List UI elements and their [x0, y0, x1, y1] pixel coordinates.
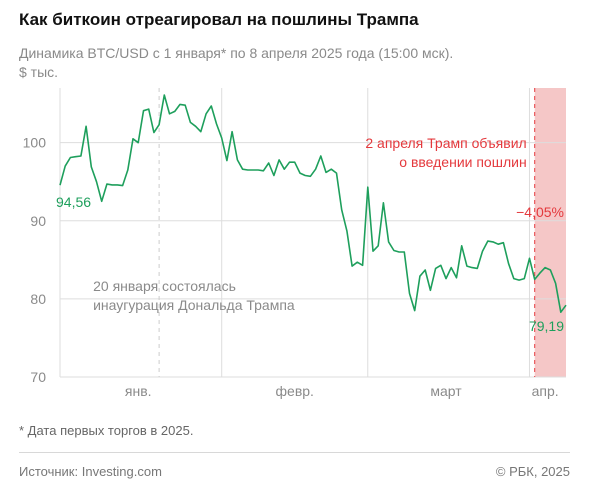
chart-title: Как биткоин отреагировал на пошлины Трам… — [19, 10, 419, 29]
footnote: * Дата первых торгов в 2025. — [19, 423, 194, 438]
y-tick-label: 90 — [30, 213, 46, 229]
x-tick-label: март — [430, 383, 462, 399]
end-value-label: 79,19 — [529, 318, 564, 334]
tariff-highlight-band — [534, 88, 566, 377]
inauguration-annotation-line1: 20 января состоялась — [93, 278, 236, 294]
tariff-annotation-line2: о введении пошлин — [399, 154, 526, 170]
chart-subtitle: Динамика BTC/USD с 1 января* по 8 апреля… — [19, 44, 453, 82]
tariff-annotation-line1: 2 апреля Трамп объявил — [365, 135, 526, 151]
btc-price-line — [59, 94, 567, 314]
x-tick-label: апр. — [532, 383, 559, 399]
y-tick-label: 80 — [30, 291, 46, 307]
y-tick-label: 100 — [23, 135, 47, 151]
change-percent-label: −4,05% — [516, 204, 564, 220]
start-value-label: 94,56 — [56, 194, 91, 210]
y-tick-label: 70 — [30, 369, 46, 385]
subtitle-line-1: Динамика BTC/USD с 1 января* по 8 апреля… — [19, 45, 454, 61]
line-chart: 70 80 90 100 янв. февр. март апр. 94,56 79,19 −4,0… — [23, 88, 567, 399]
footer-divider — [19, 452, 570, 453]
x-tick-label: февр. — [276, 383, 314, 399]
inauguration-annotation-line2: инаугурация Дональда Трампа — [93, 297, 295, 313]
y-unit-label: $ тыс. — [19, 64, 59, 80]
source-label: Источник: Investing.com — [19, 464, 162, 479]
x-tick-label: янв. — [125, 383, 152, 399]
copyright-label: © РБК, 2025 — [495, 464, 570, 479]
